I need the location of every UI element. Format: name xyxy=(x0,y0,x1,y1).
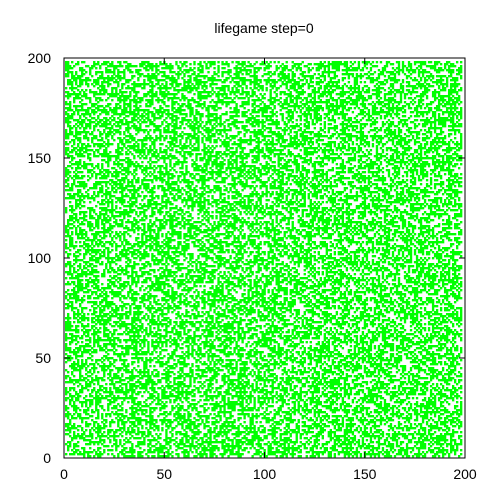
x-tick-label: 100 xyxy=(253,466,277,482)
cell-markers xyxy=(65,61,463,458)
y-tick-label: 100 xyxy=(28,250,52,266)
y-tick-label: 50 xyxy=(35,350,51,366)
y-tick-label: 0 xyxy=(43,450,51,466)
x-tick-label: 200 xyxy=(453,466,477,482)
y-tick-label: 200 xyxy=(28,50,52,66)
chart-title: lifegame step=0 xyxy=(214,20,313,36)
x-tick-label: 150 xyxy=(353,466,377,482)
axis-ticks: 0 50 100 150 200 0 50 100 150 200 xyxy=(28,50,477,482)
y-tick-label: 150 xyxy=(28,150,52,166)
x-tick-label: 0 xyxy=(60,466,68,482)
live-cells xyxy=(65,61,463,458)
x-tick-label: 50 xyxy=(156,466,172,482)
